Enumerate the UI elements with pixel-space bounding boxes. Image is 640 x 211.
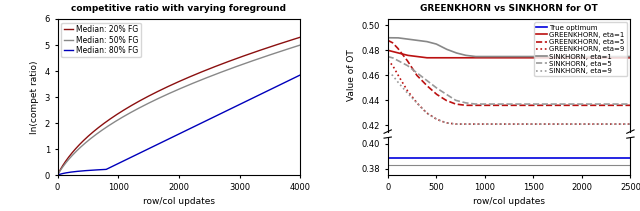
Median: 80% FG: (2.55e+03, 2.2): 80% FG: (2.55e+03, 2.2)	[209, 116, 216, 119]
Line: Median: 50% FG: Median: 50% FG	[58, 45, 300, 175]
Median: 80% FG: (3.44e+03, 3.22): 80% FG: (3.44e+03, 3.22)	[263, 90, 271, 93]
Median: 20% FG: (245, 0.875): 20% FG: (245, 0.875)	[68, 151, 76, 154]
X-axis label: row/col updates: row/col updates	[143, 197, 215, 206]
Median: 50% FG: (245, 0.767): 50% FG: (245, 0.767)	[68, 154, 76, 156]
Y-axis label: ln(compet ratio): ln(compet ratio)	[30, 60, 39, 134]
Median: 50% FG: (3.44e+03, 4.58): 50% FG: (3.44e+03, 4.58)	[263, 55, 271, 57]
Median: 80% FG: (245, 0.124): 80% FG: (245, 0.124)	[68, 171, 76, 173]
Median: 50% FG: (4e+03, 5): 50% FG: (4e+03, 5)	[296, 44, 304, 46]
X-axis label: row/col updates: row/col updates	[473, 197, 545, 206]
Median: 20% FG: (0, 0): 20% FG: (0, 0)	[54, 174, 61, 176]
Legend: True optimum, GREENKHORN, eta=1, GREENKHORN, eta=5, GREENKHORN, eta=9, SINKHORN,: True optimum, GREENKHORN, eta=1, GREENKH…	[534, 22, 627, 76]
Line: Median: 20% FG: Median: 20% FG	[58, 37, 300, 175]
Median: 80% FG: (2.43e+03, 2.07): 80% FG: (2.43e+03, 2.07)	[201, 120, 209, 123]
Median: 80% FG: (0, 0): 80% FG: (0, 0)	[54, 174, 61, 176]
Median: 80% FG: (4e+03, 3.85): 80% FG: (4e+03, 3.85)	[296, 74, 304, 76]
Y-axis label: Value of OT: Value of OT	[347, 49, 356, 101]
Median: 80% FG: (3.03e+03, 2.75): 80% FG: (3.03e+03, 2.75)	[238, 102, 246, 105]
Median: 50% FG: (0, 0): 50% FG: (0, 0)	[54, 174, 61, 176]
Median: 80% FG: (2.32e+03, 1.95): 80% FG: (2.32e+03, 1.95)	[195, 123, 202, 126]
Median: 20% FG: (4e+03, 5.3): 20% FG: (4e+03, 5.3)	[296, 36, 304, 38]
Median: 50% FG: (3.03e+03, 4.25): 50% FG: (3.03e+03, 4.25)	[238, 63, 246, 66]
Title: competitive ratio with varying foreground: competitive ratio with varying foregroun…	[72, 4, 287, 13]
Median: 20% FG: (2.32e+03, 3.92): 20% FG: (2.32e+03, 3.92)	[195, 72, 202, 74]
Median: 50% FG: (2.32e+03, 3.62): 50% FG: (2.32e+03, 3.62)	[195, 80, 202, 82]
Median: 50% FG: (2.55e+03, 3.83): 50% FG: (2.55e+03, 3.83)	[209, 74, 216, 77]
Median: 20% FG: (2.55e+03, 4.13): 20% FG: (2.55e+03, 4.13)	[209, 66, 216, 69]
Median: 20% FG: (3.03e+03, 4.55): 20% FG: (3.03e+03, 4.55)	[238, 55, 246, 58]
Legend: Median: 20% FG, Median: 50% FG, Median: 80% FG: Median: 20% FG, Median: 50% FG, Median: …	[61, 23, 141, 57]
Median: 20% FG: (3.44e+03, 4.88): 20% FG: (3.44e+03, 4.88)	[263, 47, 271, 49]
Line: Median: 80% FG: Median: 80% FG	[58, 75, 300, 175]
Median: 50% FG: (2.43e+03, 3.72): 50% FG: (2.43e+03, 3.72)	[201, 77, 209, 80]
Median: 20% FG: (2.43e+03, 4.02): 20% FG: (2.43e+03, 4.02)	[201, 69, 209, 72]
Title: GREENKHORN vs SINKHORN for OT: GREENKHORN vs SINKHORN for OT	[420, 4, 598, 13]
